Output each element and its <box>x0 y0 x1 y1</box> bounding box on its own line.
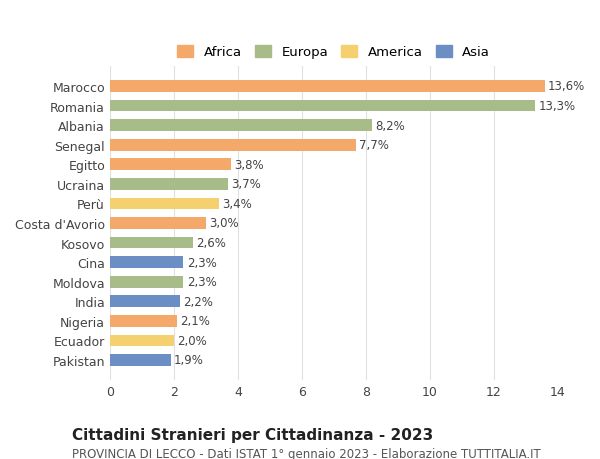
Text: 3,7%: 3,7% <box>232 178 261 191</box>
Bar <box>110 276 184 288</box>
Text: 13,3%: 13,3% <box>539 100 575 113</box>
Text: 2,0%: 2,0% <box>177 334 207 347</box>
Bar <box>110 335 174 347</box>
Text: 13,6%: 13,6% <box>548 80 586 93</box>
Bar <box>110 140 356 151</box>
Legend: Africa, Europa, America, Asia: Africa, Europa, America, Asia <box>173 42 494 63</box>
Text: 2,3%: 2,3% <box>187 275 217 289</box>
Bar <box>110 198 218 210</box>
Text: 2,1%: 2,1% <box>180 315 210 328</box>
Bar <box>110 237 193 249</box>
Text: 3,0%: 3,0% <box>209 217 239 230</box>
Text: 2,3%: 2,3% <box>187 256 217 269</box>
Text: 2,6%: 2,6% <box>196 236 226 250</box>
Text: 7,7%: 7,7% <box>359 139 389 152</box>
Bar <box>110 120 372 132</box>
Bar <box>110 81 545 93</box>
Text: 3,8%: 3,8% <box>235 158 264 171</box>
Bar <box>110 159 232 171</box>
Bar <box>110 354 170 366</box>
Text: 8,2%: 8,2% <box>376 119 405 132</box>
Text: 1,9%: 1,9% <box>174 354 204 367</box>
Bar <box>110 179 228 190</box>
Text: PROVINCIA DI LECCO - Dati ISTAT 1° gennaio 2023 - Elaborazione TUTTITALIA.IT: PROVINCIA DI LECCO - Dati ISTAT 1° genna… <box>72 448 541 459</box>
Text: 3,4%: 3,4% <box>222 197 251 210</box>
Bar <box>110 101 535 112</box>
Bar <box>110 315 177 327</box>
Text: 2,2%: 2,2% <box>184 295 214 308</box>
Bar <box>110 257 184 269</box>
Text: Cittadini Stranieri per Cittadinanza - 2023: Cittadini Stranieri per Cittadinanza - 2… <box>72 427 433 442</box>
Bar <box>110 296 180 308</box>
Bar <box>110 218 206 230</box>
